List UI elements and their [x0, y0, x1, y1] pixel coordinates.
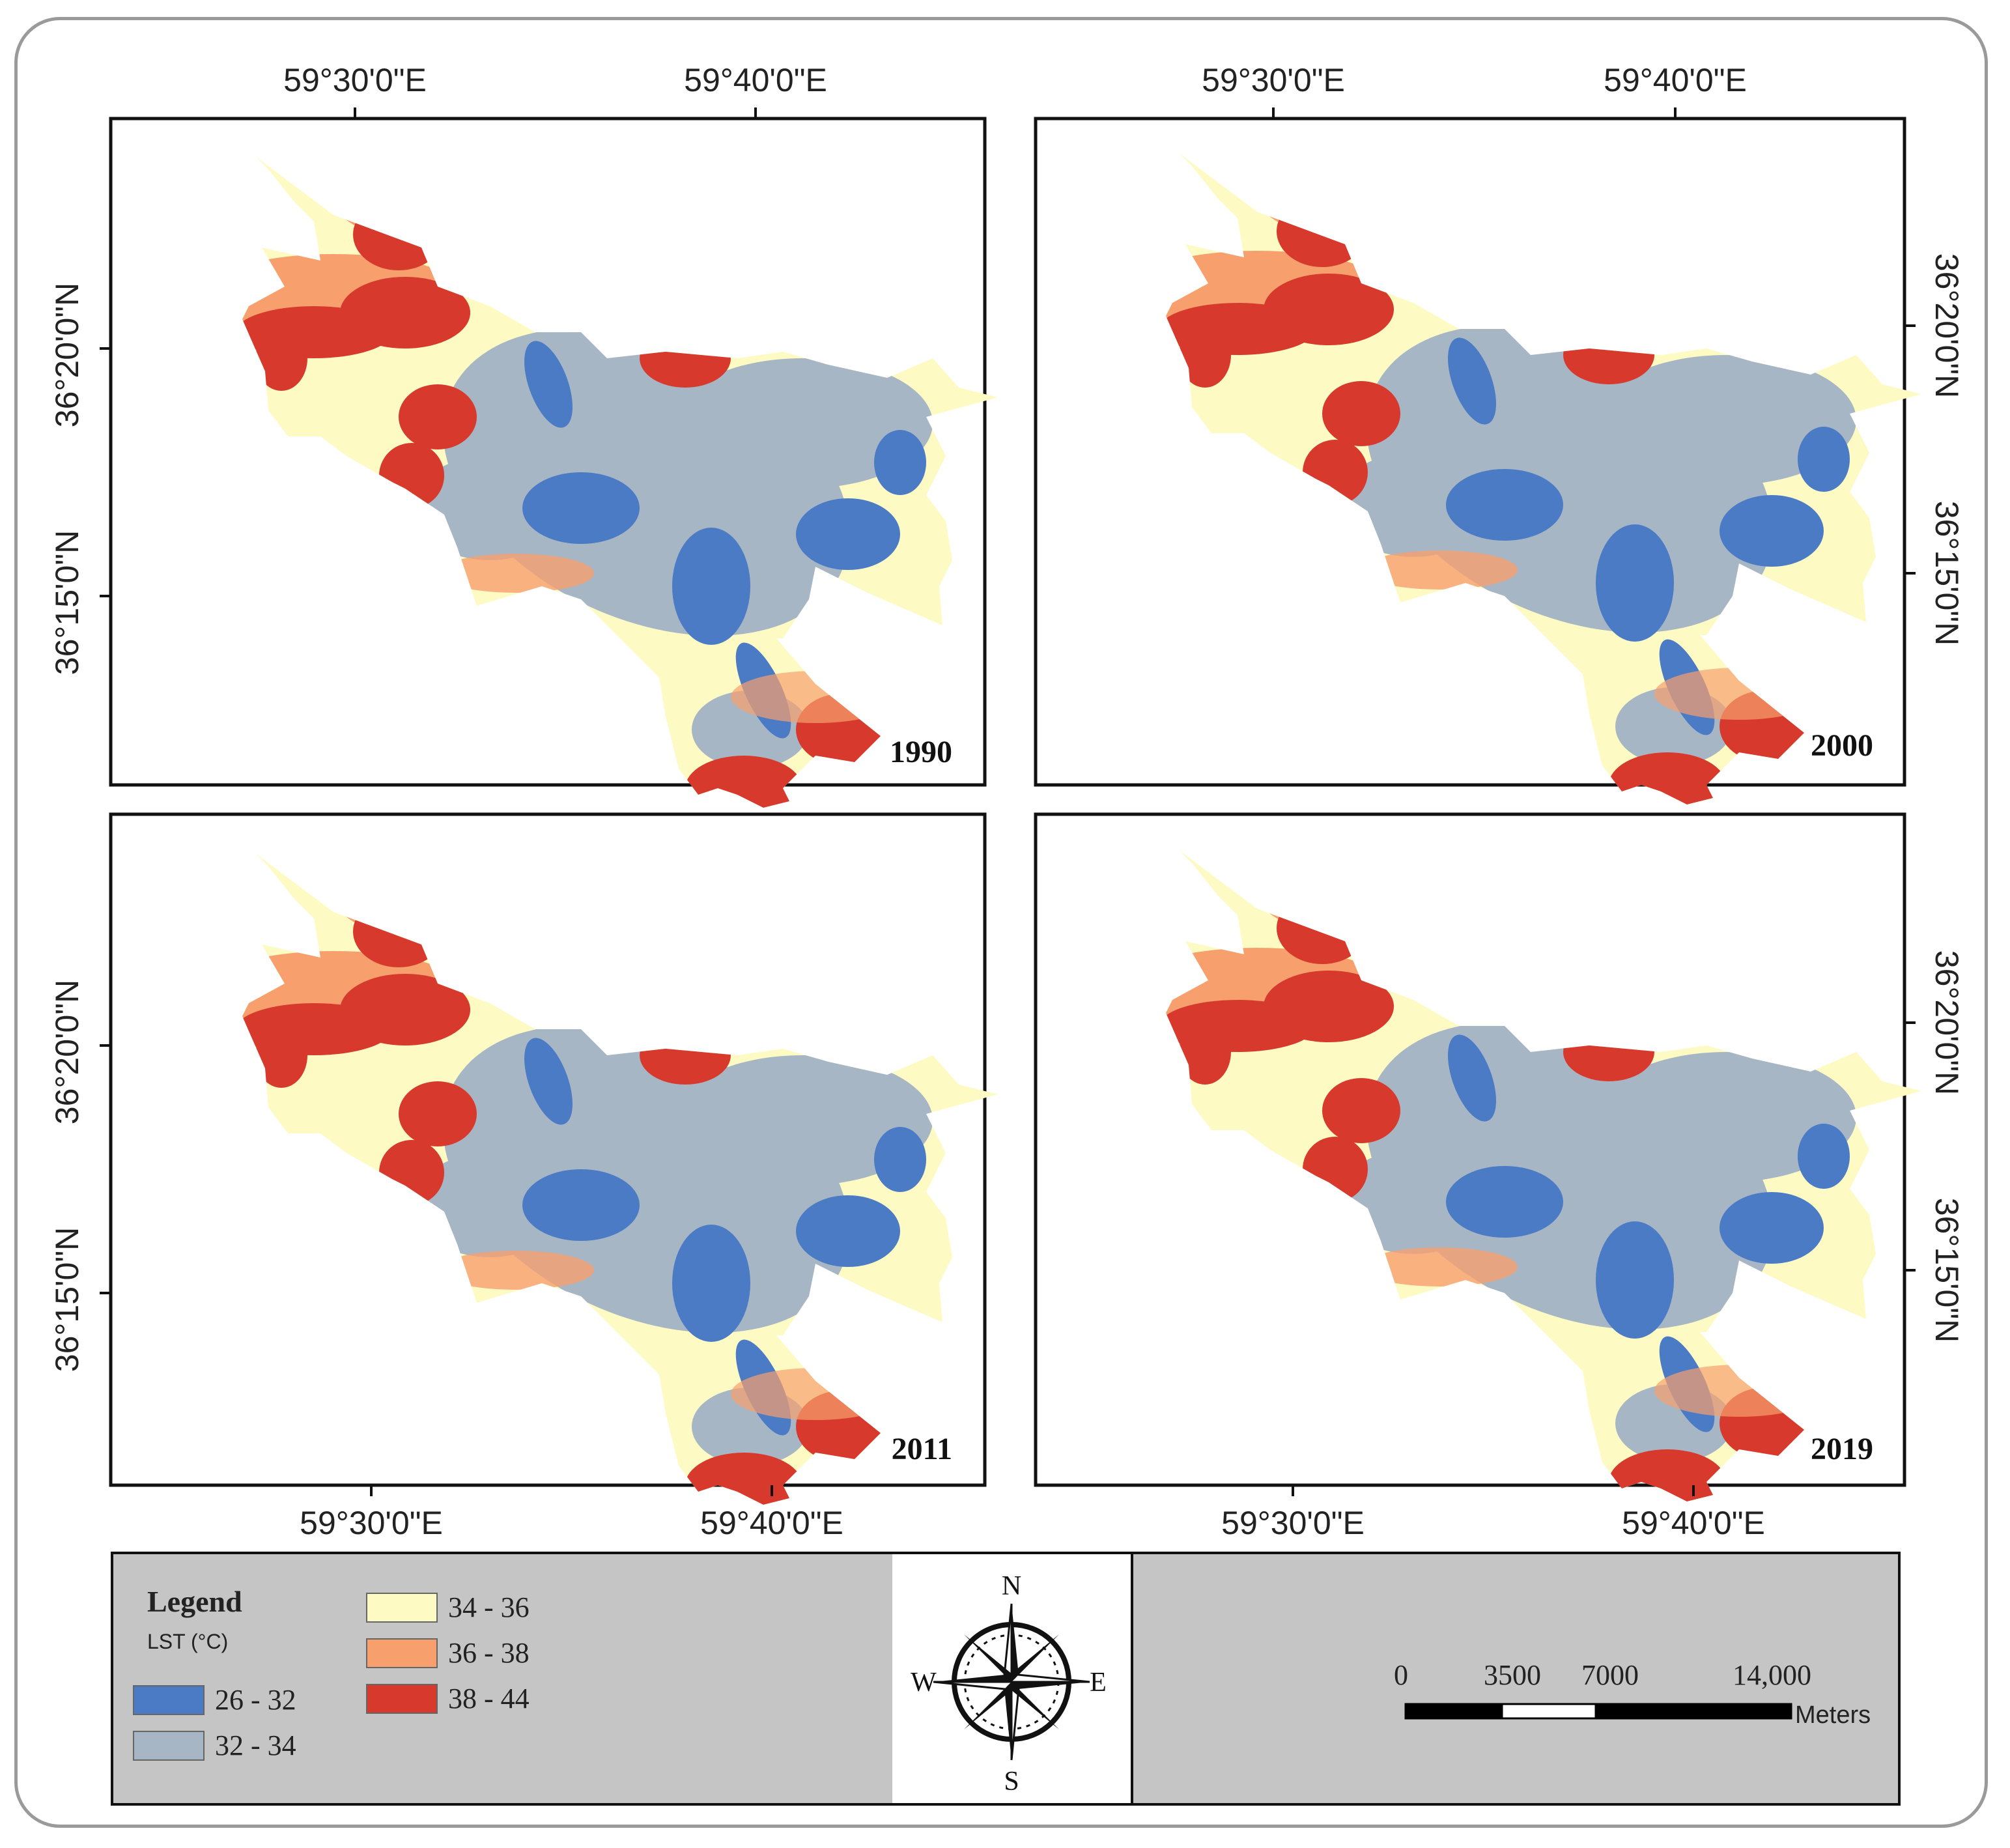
lon-label: 59°30'0"E	[1221, 1505, 1365, 1541]
scale-tick-label: 3500	[1484, 1659, 1541, 1691]
lat-label: 36°20'0"N	[1929, 950, 1965, 1095]
scale-tick-label: 14,000	[1733, 1659, 1811, 1691]
year-label: 2019	[1811, 1432, 1873, 1466]
lon-label: 59°30'0"E	[300, 1505, 443, 1541]
scale-bar-box: 0 3500 7000 14,000 Meters	[1133, 1554, 1898, 1803]
legend-unit: LST (°C)	[147, 1630, 229, 1653]
scale-segment	[1501, 1703, 1597, 1720]
compass-rose-icon: N S E W	[911, 1571, 1107, 1797]
lon-label: 59°40'0"E	[1622, 1505, 1765, 1541]
compass-e: E	[1090, 1668, 1107, 1698]
legend-swatch	[133, 1685, 205, 1715]
legend-label: 36 - 38	[448, 1637, 530, 1669]
north-arrow-box: N S E W	[892, 1554, 1133, 1803]
legend-label: 38 - 44	[448, 1683, 530, 1714]
lon-label: 59°30'0"E	[283, 62, 427, 98]
legend-bar: Legend LST (°C) 26 - 32 32 - 34 34 - 36 …	[111, 1552, 1901, 1806]
lon-label: 59°30'0"E	[1202, 62, 1345, 98]
legend-item: 34 - 36	[366, 1591, 530, 1624]
legend-label: 34 - 36	[448, 1591, 530, 1623]
scale-bar	[1404, 1703, 1792, 1720]
map-panel-2011: 59°30'0"E 59°40'0"E 36°20'0"N 36°15'0"N …	[49, 812, 998, 1541]
compass-star	[933, 1603, 1090, 1761]
legend-title: Legend	[147, 1585, 242, 1618]
lon-label: 59°40'0"E	[1604, 62, 1747, 98]
scale-segment	[1404, 1703, 1503, 1720]
legend-swatch	[133, 1730, 205, 1761]
lon-label: 59°40'0"E	[684, 62, 827, 98]
legend-item: 38 - 44	[366, 1682, 530, 1715]
lat-label: 36°20'0"N	[49, 283, 85, 427]
scale-tick-label: 0	[1394, 1659, 1408, 1691]
lat-label: 36°15'0"N	[1929, 1198, 1965, 1343]
legend-item: 26 - 32	[133, 1683, 296, 1716]
legend-swatch	[366, 1683, 438, 1714]
map-panels: 59°30'0"E 59°40'0"E 36°20'0"N 36°15'0"N …	[49, 62, 1965, 1541]
legend-label: 26 - 32	[215, 1684, 296, 1716]
year-label: 1990	[890, 735, 952, 769]
lat-label: 36°20'0"N	[1929, 253, 1965, 398]
scale-tick-label: 7000	[1581, 1659, 1639, 1691]
legend-swatch	[366, 1638, 438, 1668]
legend-item: 36 - 38	[366, 1636, 530, 1670]
compass-n: N	[1002, 1571, 1021, 1601]
map-panel-1990: 59°30'0"E 59°40'0"E 36°20'0"N 36°15'0"N …	[49, 62, 998, 821]
lon-label: 59°40'0"E	[700, 1505, 843, 1541]
lat-label: 36°15'0"N	[49, 1227, 85, 1372]
map-panel-2019: 59°30'0"E 59°40'0"E 36°20'0"N 36°15'0"N …	[1034, 812, 1965, 1541]
lat-label: 36°15'0"N	[1929, 501, 1965, 646]
map-panel-2000: 59°30'0"E 59°40'0"E 36°20'0"N 36°15'0"N …	[1034, 62, 1965, 817]
legend: Legend LST (°C) 26 - 32 32 - 34 34 - 36 …	[113, 1554, 895, 1803]
legend-swatch	[366, 1592, 438, 1623]
compass-s: S	[1004, 1767, 1019, 1797]
compass-w: W	[911, 1668, 937, 1698]
lat-label: 36°15'0"N	[49, 530, 85, 675]
year-label: 2011	[892, 1432, 952, 1466]
legend-label: 32 - 34	[215, 1729, 296, 1761]
lat-label: 36°20'0"N	[49, 980, 85, 1124]
scale-unit: Meters	[1795, 1701, 1871, 1729]
scale-segment	[1594, 1703, 1792, 1720]
year-label: 2000	[1811, 728, 1873, 763]
legend-item: 32 - 34	[133, 1729, 296, 1762]
